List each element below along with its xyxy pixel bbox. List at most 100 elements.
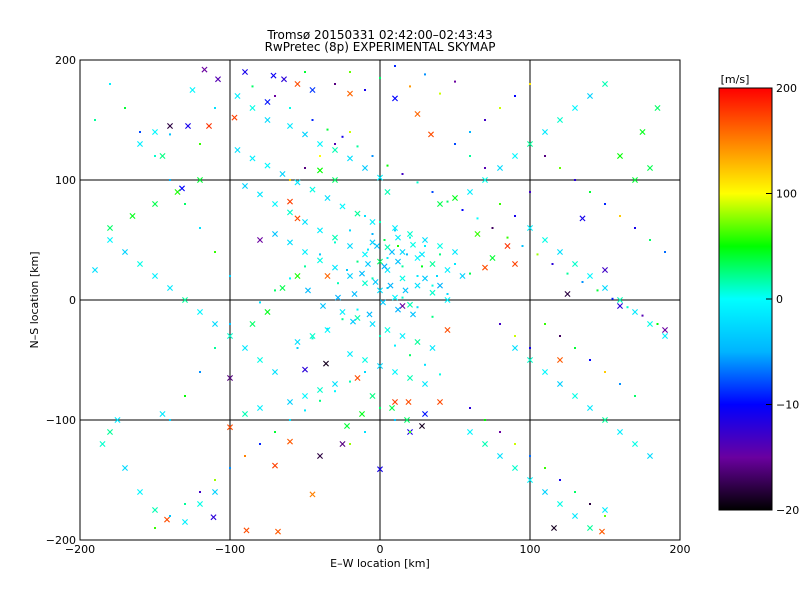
data-point-dot xyxy=(416,306,419,309)
data-point-dot xyxy=(214,107,216,109)
data-point-cross xyxy=(249,105,256,111)
data-point-dot xyxy=(356,260,359,263)
data-point-cross xyxy=(347,243,353,249)
data-point-cross xyxy=(332,177,338,183)
data-point-cross xyxy=(384,189,391,195)
data-point-cross xyxy=(242,411,248,417)
data-point-cross xyxy=(392,225,398,231)
data-point-dot xyxy=(401,265,404,268)
x-tick-label: 0 xyxy=(377,543,384,556)
data-point-cross xyxy=(309,87,316,93)
data-point-cross xyxy=(602,285,608,291)
data-point-cross xyxy=(272,201,278,207)
data-point-cross xyxy=(366,311,373,318)
data-point-cross xyxy=(444,327,451,333)
data-point-dot xyxy=(364,431,366,433)
data-point-cross xyxy=(512,261,518,267)
data-point-cross xyxy=(227,375,233,381)
data-point-cross xyxy=(122,249,128,255)
data-point-dot xyxy=(154,527,156,529)
data-point-dot xyxy=(409,354,411,357)
data-point-dot xyxy=(199,371,201,373)
data-point-cross xyxy=(275,528,281,535)
data-point-cross xyxy=(317,387,323,393)
data-point-cross xyxy=(264,99,271,105)
data-points xyxy=(92,65,668,535)
data-point-cross xyxy=(320,303,326,309)
data-point-dot xyxy=(664,251,666,253)
data-point-cross xyxy=(587,93,593,99)
y-tick-label: 100 xyxy=(55,174,76,187)
data-point-cross xyxy=(344,423,350,429)
data-point-cross xyxy=(234,93,241,99)
data-point-dot xyxy=(304,409,306,412)
colorbar: [m/s] 200 100 0 −100 −200 xyxy=(718,73,800,517)
data-point-cross xyxy=(287,123,293,129)
data-point-cross xyxy=(302,219,308,225)
data-point-cross xyxy=(347,273,353,279)
data-point-cross xyxy=(662,327,668,333)
data-point-dot xyxy=(229,467,231,469)
data-point-cross xyxy=(407,301,413,308)
data-point-dot xyxy=(184,203,186,205)
data-point-cross xyxy=(302,131,308,138)
data-point-dot xyxy=(274,95,276,97)
data-point-cross xyxy=(389,405,395,411)
data-point-dot xyxy=(409,236,411,239)
data-point-dot xyxy=(611,297,614,300)
data-point-cross xyxy=(167,123,173,129)
colorbar-ticks: 200 100 0 −100 −200 xyxy=(766,82,800,517)
data-point-dot xyxy=(506,236,509,239)
data-point-cross xyxy=(452,249,458,255)
data-point-cross xyxy=(407,231,413,237)
data-point-cross xyxy=(302,393,308,399)
data-point-dot xyxy=(244,455,246,457)
data-point-cross xyxy=(257,237,263,243)
x-tick-label: 200 xyxy=(670,543,691,556)
data-point-cross xyxy=(377,258,383,265)
data-point-cross xyxy=(389,249,395,255)
data-point-cross xyxy=(551,525,557,531)
data-point-cross xyxy=(632,177,638,183)
data-point-dot xyxy=(319,253,321,256)
data-point-cross xyxy=(414,339,421,345)
data-point-cross xyxy=(362,165,368,171)
data-point-cross xyxy=(129,213,136,219)
data-point-cross xyxy=(512,153,518,159)
data-point-dot xyxy=(401,296,404,299)
data-point-cross xyxy=(362,251,368,258)
data-point-dot xyxy=(469,155,471,157)
data-point-cross xyxy=(324,195,331,201)
data-point-dot xyxy=(439,92,441,95)
data-point-cross xyxy=(377,363,383,369)
data-point-cross xyxy=(372,279,379,285)
data-point-cross xyxy=(384,327,391,333)
data-point-dot xyxy=(574,347,576,349)
data-point-cross xyxy=(339,441,346,447)
data-point-cross xyxy=(527,357,533,363)
data-point-cross xyxy=(497,453,503,459)
data-point-cross xyxy=(317,257,323,264)
data-point-dot xyxy=(311,119,314,121)
data-point-cross xyxy=(270,72,277,79)
data-point-dot xyxy=(394,65,396,67)
chart-title: Tromsø 20150331 02:42:00–02:43:43 xyxy=(266,28,492,42)
data-point-cross xyxy=(197,309,203,315)
data-point-cross xyxy=(504,243,511,249)
data-point-cross xyxy=(354,315,361,321)
data-point-cross xyxy=(354,210,361,217)
data-point-dot xyxy=(184,503,186,505)
data-point-cross xyxy=(419,423,425,429)
data-point-cross xyxy=(189,87,196,93)
data-point-cross xyxy=(405,399,412,405)
colorbar-tick-label: 0 xyxy=(776,293,783,306)
data-point-dot xyxy=(379,407,381,409)
data-point-cross xyxy=(414,255,421,261)
data-point-dot xyxy=(397,245,399,247)
data-point-dot xyxy=(214,251,216,253)
data-point-cross xyxy=(572,105,578,111)
data-point-cross xyxy=(410,241,416,248)
data-point-cross xyxy=(387,282,394,289)
data-point-dot xyxy=(371,155,374,157)
